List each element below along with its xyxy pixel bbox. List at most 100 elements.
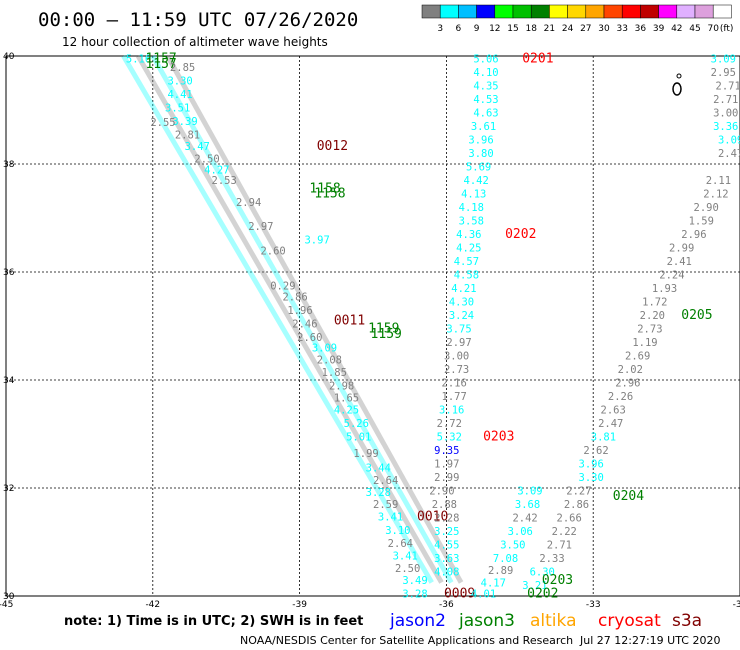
legend-tick-label: 21	[544, 24, 555, 34]
legend-swatch	[494, 4, 514, 19]
wave-height-label: 2.02	[618, 364, 643, 376]
legend-tick-label: 24	[562, 24, 574, 34]
grid-lines	[6, 56, 740, 596]
wave-height-label: 1.97	[434, 459, 459, 471]
legend-swatch	[458, 4, 477, 19]
wave-height-label: 1.99	[353, 448, 378, 460]
x-tick-label: -42	[145, 600, 160, 610]
y-tick-label: 32	[3, 484, 14, 494]
legend-tick-label: 45	[689, 24, 700, 34]
wave-height-label: 2.90	[694, 202, 719, 214]
wave-height-label: 5.01	[346, 432, 371, 444]
legend-jason2: jason2	[389, 611, 446, 631]
legend-swatch	[621, 4, 641, 19]
wave-height-label: 5.26	[344, 418, 369, 430]
legend-swatch	[567, 4, 587, 19]
wave-height-label: 2.28	[434, 513, 459, 525]
buoy-marker	[672, 73, 682, 96]
wave-height-label: 2.60	[297, 332, 322, 344]
y-axis-ticks: 30 32 34 36 38 40	[3, 52, 15, 602]
wave-height-label: 2.97	[248, 221, 273, 233]
y-tick-label: 36	[3, 268, 15, 278]
wave-height-label: 4.25	[334, 405, 359, 417]
legend-tick-label: 27	[580, 24, 591, 34]
track-line	[121, 54, 434, 584]
wave-height-label: 2.90	[429, 486, 454, 498]
wave-height-label: 4.30	[449, 297, 474, 309]
x-axis-ticks: -45 -42 -39 -36 -33 -30	[0, 600, 740, 610]
wave-height-label: 3.80	[468, 148, 493, 160]
wave-height-label: 3.50	[500, 540, 525, 552]
legend-tick-label: 30	[598, 24, 610, 34]
wave-height-label: 2.81	[175, 129, 200, 141]
wave-height-label: 3.24	[449, 310, 474, 322]
wave-height-label: 2.64	[388, 538, 413, 550]
wave-height-label: 3.41	[393, 551, 418, 563]
wave-height-label: 2.22	[552, 526, 577, 538]
y-tick-label: 38	[3, 160, 15, 170]
wave-height-label: 2.60	[260, 245, 285, 257]
pass-time-label: 0009	[444, 586, 475, 601]
chart-title: 00:00 – 11:59 UTC 07/26/2020	[38, 9, 358, 31]
x-tick-label: -33	[586, 600, 601, 610]
wave-height-label: 4.13	[461, 189, 486, 201]
wave-height-label: 2.99	[669, 243, 694, 255]
legend-tick-label: 39	[653, 24, 665, 34]
wave-height-label: 5.06	[473, 54, 498, 66]
wave-height-label: 5.69	[466, 162, 491, 174]
track-line	[165, 54, 464, 584]
wave-height-label: 3.63	[434, 553, 459, 565]
legend-tick-label: 36	[635, 24, 647, 34]
wave-height-label: 3.41	[378, 512, 403, 524]
wave-height-label: 4.27	[204, 164, 229, 176]
wave-height-label: 1.96	[287, 305, 312, 317]
wave-height-label: 0.29	[270, 281, 295, 293]
wave-height-label: 1.59	[689, 216, 714, 228]
wave-height-label: 2.16	[442, 378, 467, 390]
legend-swatch	[476, 4, 496, 19]
wave-height-label: 2.71	[713, 94, 738, 106]
wave-height-label: 2.47	[718, 148, 740, 160]
wave-height-label: 3.96	[579, 459, 604, 471]
wave-height-label: 3.00	[713, 108, 738, 120]
y-tick-label: 40	[3, 52, 15, 62]
wave-height-label: 2.53	[212, 175, 237, 187]
wave-height-label: 7.08	[493, 553, 518, 565]
wave-height-label: 2.12	[703, 189, 728, 201]
track-line	[150, 54, 454, 584]
wave-height-label: 3.30	[579, 472, 604, 484]
x-tick-label: -30	[733, 600, 740, 610]
wave-height-label: 2.20	[640, 310, 665, 322]
pass-time-label: 0011	[334, 314, 365, 329]
wave-height-label: 5.32	[437, 432, 462, 444]
wave-height-labels: 5.16115711572.853.304.413.513.392.552.81…	[126, 52, 740, 602]
legend-swatch	[694, 4, 714, 19]
wave-height-label: 3.75	[446, 324, 471, 336]
wave-height-label: 2.88	[432, 499, 457, 511]
wave-height-label: 2.94	[236, 197, 261, 209]
y-tick-label: 30	[3, 592, 15, 602]
wave-height-label: 1.65	[334, 392, 359, 404]
pass-time-label: 0203	[542, 573, 573, 588]
wave-height-label: 3.16	[439, 405, 464, 417]
wave-height-label: 3.09	[711, 54, 736, 66]
wave-height-label: 4.25	[456, 243, 481, 255]
wave-height-label: 4.35	[473, 81, 498, 93]
wave-height-label: 2.26	[608, 391, 633, 403]
wave-height-label: 4.18	[459, 202, 484, 214]
wave-height-label: 2.98	[329, 380, 354, 392]
wave-height-label: 4.55	[434, 540, 459, 552]
footer-credit: NOAA/NESDIS Center for Satellite Applica…	[240, 634, 573, 647]
pass-time-label: 0205	[681, 308, 712, 323]
chart-subtitle: 12 hour collection of altimeter wave hei…	[62, 35, 328, 49]
wave-height-label: 4.53	[473, 94, 498, 106]
wave-height-label: 2.71	[547, 540, 572, 552]
wave-height-label: 1.85	[322, 367, 347, 379]
wave-height-label: 2.99	[434, 472, 459, 484]
wave-height-label: 3.10	[385, 525, 410, 537]
wave-height-label: 3.49	[402, 575, 427, 587]
wave-height-label: 2.42	[512, 513, 537, 525]
wave-height-label: 4.57	[454, 256, 479, 268]
wave-height-label: 2.66	[557, 513, 582, 525]
wave-height-label: 1.72	[642, 297, 667, 309]
